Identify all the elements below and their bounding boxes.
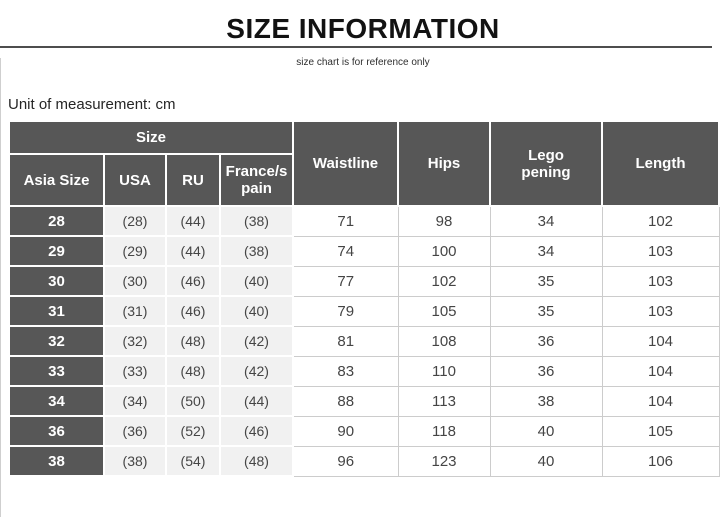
- size-group-header: Size: [7, 120, 295, 155]
- table-row: 29 (29) (44) (38) 74 100 34 103: [8, 235, 720, 267]
- header-row-group: Size Waistline Hips Lego pening Length: [7, 120, 721, 207]
- table-row: 30 (30) (46) (40) 77 102 35 103: [8, 265, 720, 297]
- usa-cell: (33): [103, 355, 167, 387]
- asia-size-column-header: Asia Size: [8, 153, 105, 207]
- asia-size-cell: 32: [8, 325, 105, 357]
- ru-cell: (46): [165, 265, 221, 297]
- france-spain-cell: (40): [218, 295, 295, 327]
- table-row: 36 (36) (52) (46) 90 118 40 105: [8, 415, 720, 447]
- ru-cell: (48): [165, 325, 221, 357]
- hips-cell: 123: [397, 445, 491, 477]
- waistline-cell: 74: [292, 235, 399, 267]
- france-spain-cell: (44): [218, 385, 295, 417]
- usa-cell: (30): [103, 265, 167, 297]
- leg-opening-cell: 40: [489, 415, 603, 447]
- waistline-cell: 96: [292, 445, 399, 477]
- leg-opening-cell: 35: [489, 265, 603, 297]
- length-cell: 103: [601, 235, 720, 267]
- ru-cell: (54): [165, 445, 221, 477]
- hips-column-header: Hips: [397, 120, 492, 207]
- france-spain-cell: (40): [218, 265, 295, 297]
- leg-opening-cell: 36: [489, 355, 603, 387]
- usa-cell: (28): [103, 205, 167, 237]
- length-cell: 104: [601, 385, 720, 417]
- table-row: 38 (38) (54) (48) 96 123 40 106: [8, 445, 720, 477]
- table-row: 31 (31) (46) (40) 79 105 35 103: [8, 295, 720, 327]
- asia-size-cell: 29: [8, 235, 105, 267]
- hips-cell: 105: [397, 295, 491, 327]
- page-left-edge-line: [0, 58, 1, 517]
- asia-size-cell: 38: [8, 445, 105, 477]
- france-spain-cell: (38): [218, 205, 295, 237]
- length-cell: 103: [601, 265, 720, 297]
- leg-opening-cell: 34: [489, 235, 603, 267]
- france-spain-cell: (42): [218, 355, 295, 387]
- hips-cell: 113: [397, 385, 491, 417]
- waistline-cell: 90: [292, 415, 399, 447]
- france-spain-cell: (38): [218, 235, 295, 267]
- ru-cell: (44): [165, 235, 221, 267]
- usa-cell: (38): [103, 445, 167, 477]
- leg-opening-cell: 38: [489, 385, 603, 417]
- length-cell: 103: [601, 295, 720, 327]
- waistline-cell: 83: [292, 355, 399, 387]
- size-table: Size Waistline Hips Lego pening Length A…: [7, 120, 721, 477]
- waistline-column-header: Waistline: [292, 120, 400, 207]
- length-cell: 102: [601, 205, 720, 237]
- waistline-cell: 77: [292, 265, 399, 297]
- ru-cell: (48): [165, 355, 221, 387]
- france-spain-cell: (42): [218, 325, 295, 357]
- table-row: 32 (32) (48) (42) 81 108 36 104: [8, 325, 720, 357]
- header-row-sub: Asia Size USA RU France/s pain: [8, 153, 719, 207]
- france-spain-cell: (48): [218, 445, 295, 477]
- ru-column-header: RU: [165, 153, 221, 207]
- ru-cell: (44): [165, 205, 221, 237]
- table-row: 28 (28) (44) (38) 71 98 34 102: [8, 205, 720, 237]
- usa-column-header: USA: [103, 153, 167, 207]
- waistline-cell: 71: [292, 205, 399, 237]
- usa-cell: (34): [103, 385, 167, 417]
- ru-cell: (46): [165, 295, 221, 327]
- asia-size-cell: 30: [8, 265, 105, 297]
- table-row: 33 (33) (48) (42) 83 110 36 104: [8, 355, 720, 387]
- france-spain-cell: (46): [218, 415, 295, 447]
- asia-size-cell: 28: [8, 205, 105, 237]
- leg-opening-cell: 34: [489, 205, 603, 237]
- length-cell: 106: [601, 445, 720, 477]
- waistline-cell: 79: [292, 295, 399, 327]
- length-cell: 104: [601, 325, 720, 357]
- waistline-cell: 88: [292, 385, 399, 417]
- usa-cell: (29): [103, 235, 167, 267]
- ru-cell: (52): [165, 415, 221, 447]
- leg-opening-cell: 40: [489, 445, 603, 477]
- ru-cell: (50): [165, 385, 221, 417]
- title-divider: [0, 46, 712, 48]
- france-spain-column-header: France/s pain: [218, 153, 295, 207]
- length-column-header: Length: [601, 120, 721, 207]
- length-cell: 105: [601, 415, 720, 447]
- hips-cell: 102: [397, 265, 491, 297]
- leg-opening-cell: 35: [489, 295, 603, 327]
- asia-size-cell: 36: [8, 415, 105, 447]
- length-cell: 104: [601, 355, 720, 387]
- page-subtitle: size chart is for reference only: [296, 57, 430, 68]
- hips-cell: 108: [397, 325, 491, 357]
- hips-cell: 118: [397, 415, 491, 447]
- hips-cell: 100: [397, 235, 491, 267]
- hips-cell: 110: [397, 355, 491, 387]
- leg-opening-cell: 36: [489, 325, 603, 357]
- asia-size-cell: 34: [8, 385, 105, 417]
- usa-cell: (32): [103, 325, 167, 357]
- usa-cell: (36): [103, 415, 167, 447]
- table-row: 34 (34) (50) (44) 88 113 38 104: [8, 385, 720, 417]
- page-title: SIZE INFORMATION: [226, 13, 500, 44]
- leg-opening-column-header: Lego pening: [489, 120, 604, 207]
- usa-cell: (31): [103, 295, 167, 327]
- asia-size-cell: 31: [8, 295, 105, 327]
- asia-size-cell: 33: [8, 355, 105, 387]
- waistline-cell: 81: [292, 325, 399, 357]
- unit-of-measurement-label: Unit of measurement: cm: [8, 96, 176, 113]
- hips-cell: 98: [397, 205, 491, 237]
